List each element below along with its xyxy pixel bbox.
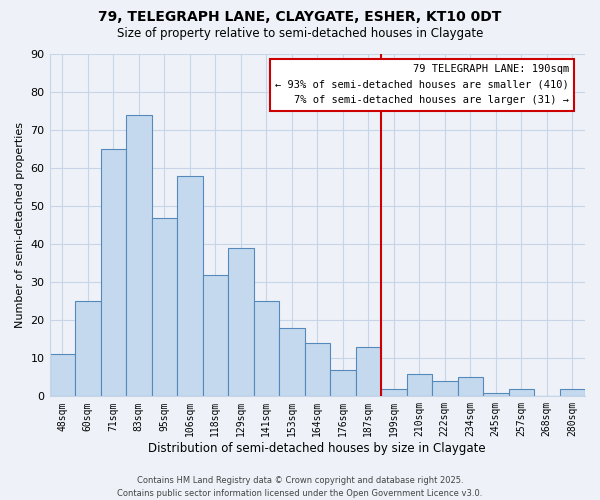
Bar — [483, 392, 509, 396]
Bar — [560, 388, 585, 396]
Bar — [330, 370, 356, 396]
Bar — [381, 388, 407, 396]
Bar — [228, 248, 254, 396]
Text: Contains HM Land Registry data © Crown copyright and database right 2025.
Contai: Contains HM Land Registry data © Crown c… — [118, 476, 482, 498]
Text: Size of property relative to semi-detached houses in Claygate: Size of property relative to semi-detach… — [117, 28, 483, 40]
Bar — [254, 301, 279, 396]
Bar — [509, 388, 534, 396]
Bar — [50, 354, 75, 397]
Bar — [75, 301, 101, 396]
Bar — [177, 176, 203, 396]
Bar — [203, 274, 228, 396]
Bar — [305, 343, 330, 396]
Bar — [126, 115, 152, 396]
Bar — [101, 149, 126, 396]
X-axis label: Distribution of semi-detached houses by size in Claygate: Distribution of semi-detached houses by … — [148, 442, 486, 455]
Bar — [458, 378, 483, 396]
Y-axis label: Number of semi-detached properties: Number of semi-detached properties — [15, 122, 25, 328]
Bar — [152, 218, 177, 396]
Bar — [407, 374, 432, 396]
Bar — [279, 328, 305, 396]
Text: 79 TELEGRAPH LANE: 190sqm
← 93% of semi-detached houses are smaller (410)
7% of : 79 TELEGRAPH LANE: 190sqm ← 93% of semi-… — [275, 64, 569, 106]
Bar — [432, 381, 458, 396]
Bar — [356, 347, 381, 397]
Text: 79, TELEGRAPH LANE, CLAYGATE, ESHER, KT10 0DT: 79, TELEGRAPH LANE, CLAYGATE, ESHER, KT1… — [98, 10, 502, 24]
